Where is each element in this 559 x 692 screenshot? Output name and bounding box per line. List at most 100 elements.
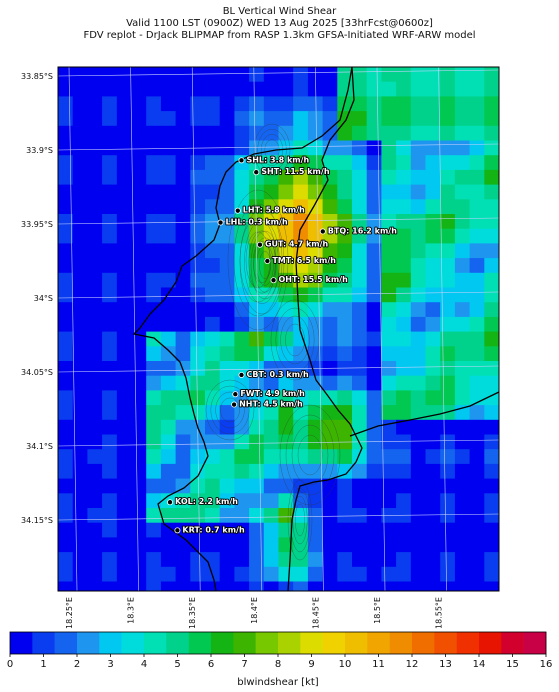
longitude-tick-label: 18.45°E [311, 597, 320, 629]
grid-cell [234, 169, 250, 185]
grid-cell [278, 552, 294, 568]
grid-cell [425, 184, 441, 200]
grid-cell [278, 463, 294, 479]
longitude-labels: 18.25°E 18.3°E 18.35°E 18.4°E 18.45°E 18.5°E 1… [65, 597, 444, 629]
grid-cell [410, 125, 426, 141]
grid-cell [102, 552, 118, 568]
grid-cell [322, 537, 338, 553]
grid-cell [396, 552, 412, 568]
grid-cell [307, 434, 323, 450]
station-label: TMT: 6.5 km/h [272, 256, 336, 265]
grid-cell [190, 331, 206, 347]
grid-cell [58, 361, 74, 377]
grid-cell [160, 111, 176, 127]
parallel-line [58, 291, 499, 299]
grid-cell [410, 155, 426, 171]
latitude-tick-label: 33.95°S [21, 220, 53, 229]
grid-cell [234, 331, 250, 347]
parallel-line [58, 69, 499, 77]
grid-cell [116, 155, 132, 171]
grid-cell [484, 67, 499, 83]
grid-cell [175, 96, 191, 112]
grid-cell [352, 214, 368, 230]
grid-cell [307, 243, 323, 259]
station-label: KRT: 0.7 km/h [182, 525, 245, 534]
grid-cell [410, 140, 426, 156]
grid-cell [72, 552, 88, 568]
grid-cell [381, 111, 397, 127]
grid-cell [293, 552, 309, 568]
grid-cell [160, 228, 176, 244]
grid-cell [307, 508, 323, 524]
grid-cell [469, 155, 485, 171]
grid-cell [425, 169, 441, 185]
grid-cell [58, 346, 74, 362]
grid-cell [293, 81, 309, 97]
grid-cell [249, 405, 265, 421]
colorbar-tick-label: 0 [7, 659, 13, 670]
grid-cell [381, 184, 397, 200]
grid-cell [219, 184, 235, 200]
grid-cell [160, 140, 176, 156]
grid-cell [146, 552, 162, 568]
grid-cell [469, 581, 485, 591]
grid-cell [469, 405, 485, 421]
grid-cell [307, 390, 323, 406]
grid-cell [234, 346, 250, 362]
grid-cell [366, 375, 382, 391]
grid-cell [410, 375, 426, 391]
grid-cell [454, 243, 470, 259]
grid-cell [352, 522, 368, 538]
grid-cell [484, 258, 499, 274]
grid-cell [131, 361, 147, 377]
grid-cell [234, 434, 250, 450]
grid-cell [440, 287, 456, 303]
grid-cell [366, 302, 382, 318]
grid-cell [219, 243, 235, 259]
grid-cell [146, 199, 162, 215]
grid-cell [72, 111, 88, 127]
grid-cell [366, 434, 382, 450]
grid-cell [307, 522, 323, 538]
terrain-contour-line [239, 209, 285, 315]
grid-cell [72, 258, 88, 274]
grid-cell [454, 463, 470, 479]
grid-cell [425, 287, 441, 303]
grid-cell [425, 155, 441, 171]
grid-cell [425, 522, 441, 538]
parallel-line [58, 365, 499, 373]
grid-cell [293, 566, 309, 582]
grid-cell [293, 449, 309, 465]
grid-cell [58, 67, 74, 83]
grid-cell [131, 375, 147, 391]
grid-cell [278, 155, 294, 171]
grid-cell [454, 272, 470, 288]
grid-cell [278, 434, 294, 450]
grid-cell [381, 493, 397, 509]
grid-cell [396, 155, 412, 171]
grid-cell [440, 316, 456, 332]
grid-cell [410, 258, 426, 274]
grid-cell [469, 463, 485, 479]
grid-cell [205, 125, 221, 141]
grid-cell [87, 522, 103, 538]
grid-cell [410, 228, 426, 244]
grid-cell [381, 228, 397, 244]
grid-cell [425, 331, 441, 347]
grid-cell [87, 493, 103, 509]
grid-cell [425, 272, 441, 288]
grid-cell [131, 184, 147, 200]
grid-cell [337, 316, 353, 332]
grid-cell [293, 199, 309, 215]
colorbar-bin [188, 632, 212, 654]
grid-cell [58, 243, 74, 259]
grid-cell [484, 361, 499, 377]
grid-cell [249, 169, 265, 185]
figure-subtitle-model: FDV replot - DrJack BLIPMAP from RASP 1.… [83, 30, 475, 41]
grid-cell [219, 228, 235, 244]
grid-cell [293, 302, 309, 318]
grid-cell [469, 552, 485, 568]
grid-cell [102, 125, 118, 141]
grid-cell [322, 478, 338, 494]
grid-cell [160, 272, 176, 288]
